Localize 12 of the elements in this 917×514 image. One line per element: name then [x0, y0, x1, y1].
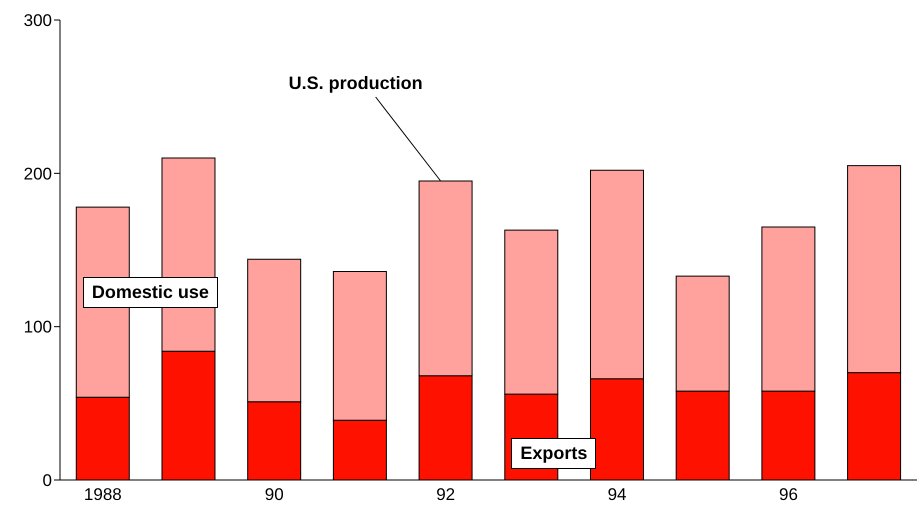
- y-tick-label: 200: [24, 164, 52, 184]
- x-tick-label: 96: [778, 485, 798, 504]
- series-label: Exports: [511, 438, 596, 470]
- y-tick-label: 300: [24, 11, 52, 30]
- x-tick-label: 1988: [84, 485, 122, 504]
- annotation: U.S. production: [288, 73, 423, 93]
- x-tick-label: 90: [264, 485, 284, 504]
- y-tick-label: 100: [24, 318, 52, 337]
- y-tick-label: 0: [42, 471, 52, 490]
- series-label: Domestic use: [82, 276, 218, 308]
- x-tick-label: 92: [436, 485, 456, 504]
- x-tick-label: 94: [608, 485, 627, 504]
